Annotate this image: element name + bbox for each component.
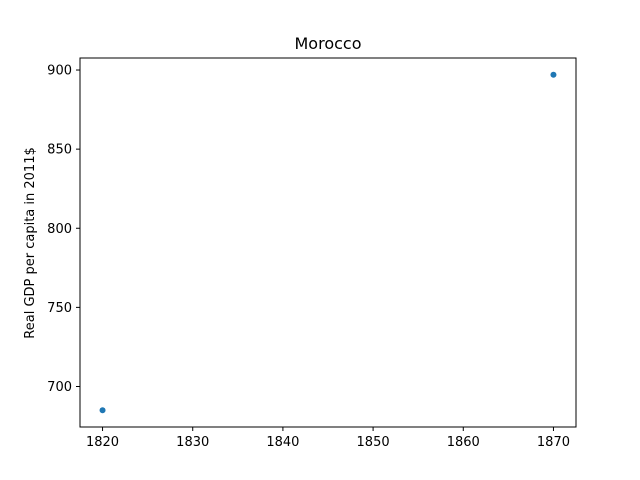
y-tick-label: 800 <box>47 222 72 237</box>
y-tick-label: 900 <box>47 64 72 79</box>
y-tick-label: 750 <box>47 301 72 316</box>
data-point <box>99 407 106 414</box>
x-tick-label: 1870 <box>537 435 570 450</box>
y-axis: 700 750 800 850 900 <box>47 64 80 395</box>
x-tick-label: 1850 <box>357 435 390 450</box>
data-points <box>99 71 557 414</box>
x-tick-label: 1840 <box>266 435 299 450</box>
plot-frame <box>79 57 577 428</box>
y-tick-label: 700 <box>47 380 72 395</box>
data-point <box>550 71 557 78</box>
x-tick-label: 1830 <box>176 435 209 450</box>
x-tick-label: 1860 <box>447 435 480 450</box>
x-tick-label: 1820 <box>86 435 119 450</box>
x-axis: 1820 1830 1840 1850 1860 1870 <box>86 427 570 450</box>
y-tick-label: 850 <box>47 143 72 158</box>
chart-title: Morocco <box>295 34 362 53</box>
y-axis-label: Real GDP per capita in 2011$ <box>23 147 38 338</box>
